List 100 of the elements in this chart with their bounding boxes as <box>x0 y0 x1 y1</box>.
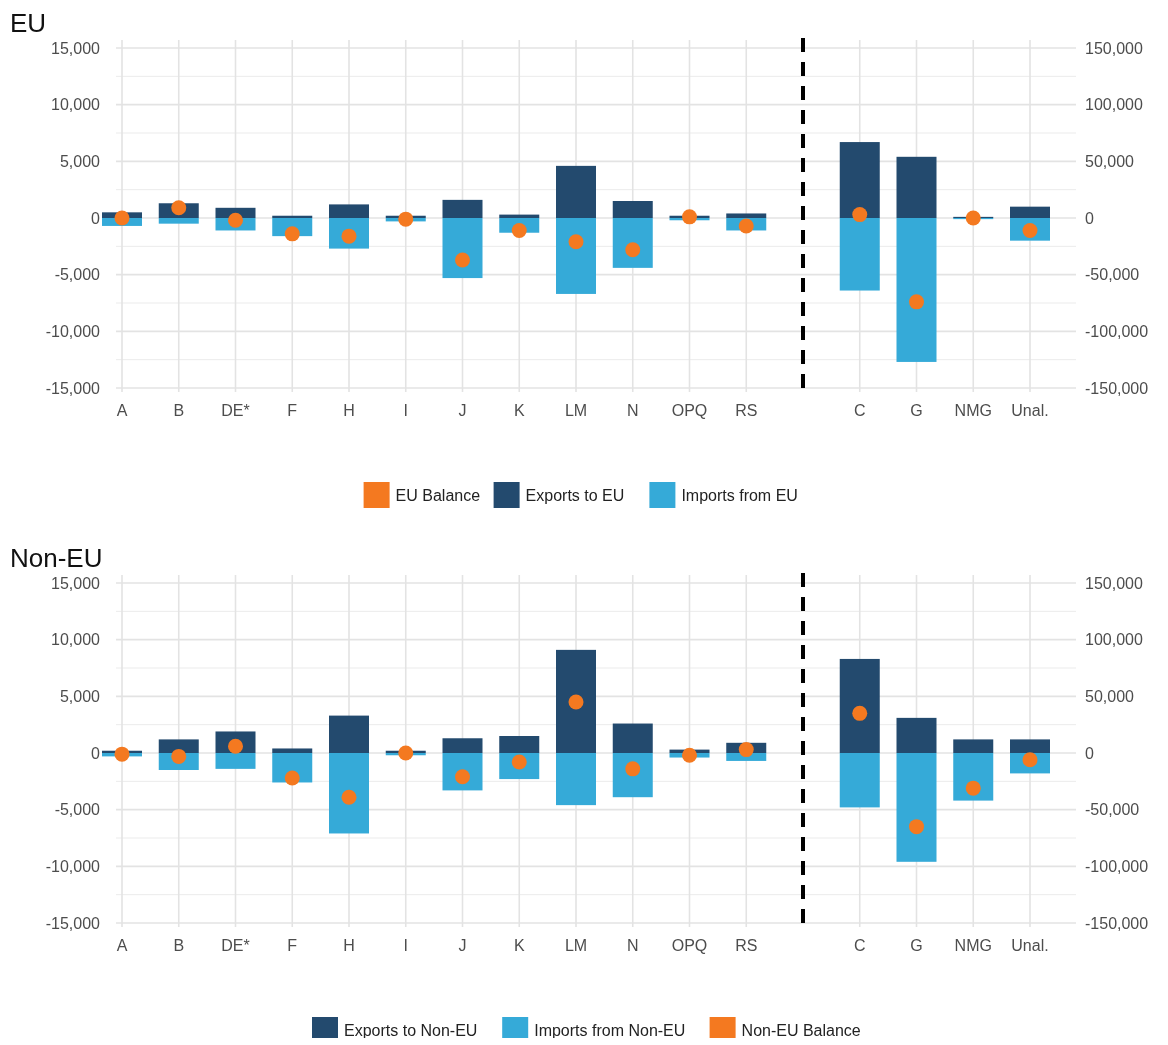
y2-tick-label: 150,000 <box>1085 574 1143 592</box>
x-tick-label: I <box>403 937 408 954</box>
bar <box>896 753 937 862</box>
bar <box>839 753 880 808</box>
bar <box>896 717 937 753</box>
bar <box>1010 739 1050 753</box>
bar <box>158 218 199 224</box>
y2-tick-label: 0 <box>1085 744 1094 762</box>
bar <box>215 753 256 769</box>
x-tick-label: K <box>513 402 525 419</box>
bar <box>329 753 369 834</box>
x-tick-label: N <box>626 937 639 954</box>
y-tick-label: -5,000 <box>54 266 101 284</box>
bar <box>953 753 994 801</box>
point <box>965 780 981 796</box>
bar <box>612 218 653 268</box>
point <box>455 252 470 268</box>
x-tick-label: J <box>458 937 467 954</box>
point <box>114 746 130 762</box>
bar <box>556 753 596 806</box>
bar <box>896 218 937 362</box>
bar <box>896 156 937 218</box>
x-tick-label: OPQ <box>671 402 708 419</box>
y-tick-label: 10,000 <box>51 96 101 114</box>
bar <box>499 736 540 753</box>
x-tick-label: F <box>287 937 298 954</box>
bar <box>612 201 653 218</box>
bar <box>839 658 880 753</box>
bar <box>272 748 313 753</box>
bar <box>839 218 880 291</box>
x-tick-label: N <box>626 402 639 419</box>
point <box>682 209 697 225</box>
y-tick-label: -10,000 <box>45 857 101 875</box>
x-tick-label: I <box>403 402 408 419</box>
bar <box>556 165 596 218</box>
y2-tick-label: -50,000 <box>1085 801 1140 819</box>
point <box>568 694 584 710</box>
point <box>852 207 868 223</box>
x-tick-label: B <box>173 937 185 954</box>
y2-tick-label: -100,000 <box>1085 322 1149 340</box>
point <box>909 294 924 310</box>
x-tick-label: RS <box>735 937 758 954</box>
y-tick-label: -15,000 <box>45 914 101 932</box>
x-tick-label: LM <box>564 402 588 419</box>
bar <box>442 199 483 218</box>
x-tick-label: G <box>910 937 923 954</box>
point <box>682 747 697 763</box>
y-tick-label: 10,000 <box>51 631 101 649</box>
y2-tick-label: 100,000 <box>1085 96 1143 114</box>
y2-tick-label: 50,000 <box>1085 152 1135 170</box>
y-tick-label: -15,000 <box>45 379 101 397</box>
legend-label: Non-EU Balance <box>741 1021 861 1039</box>
point <box>568 234 584 250</box>
legend-label: Exports to Non-EU <box>344 1021 478 1039</box>
point <box>965 210 981 226</box>
y2-tick-label: 100,000 <box>1085 631 1143 649</box>
y-tick-label: 0 <box>91 744 101 762</box>
y-tick-label: 15,000 <box>51 39 101 57</box>
point <box>341 789 357 805</box>
bar <box>442 738 483 753</box>
y-tick-label: 5,000 <box>59 152 101 170</box>
bar <box>1010 206 1050 218</box>
point <box>398 211 414 227</box>
x-tick-label: F <box>287 402 298 419</box>
bar <box>612 753 653 798</box>
point <box>398 745 414 761</box>
bar <box>612 723 653 753</box>
y-tick-label: -5,000 <box>54 801 101 819</box>
x-tick-label: NMG <box>954 402 992 419</box>
x-tick-label: DE* <box>221 937 250 954</box>
point <box>852 705 868 721</box>
y2-tick-label: -50,000 <box>1085 266 1140 284</box>
bar <box>726 213 767 218</box>
point <box>171 200 187 216</box>
x-tick-label: A <box>116 402 128 419</box>
bar <box>158 739 199 753</box>
legend-label: Exports to EU <box>525 486 625 504</box>
x-tick-label: B <box>173 402 185 419</box>
y2-tick-label: -100,000 <box>1085 857 1149 875</box>
x-tick-label: J <box>458 402 467 419</box>
x-tick-label: H <box>343 937 355 954</box>
bar <box>953 739 994 753</box>
bar <box>329 715 369 753</box>
y2-tick-label: 0 <box>1085 209 1094 227</box>
point <box>114 210 130 226</box>
chart-title: Non-EU <box>10 543 103 573</box>
legend-label: Imports from EU <box>681 486 798 504</box>
y2-tick-label: -150,000 <box>1085 914 1149 932</box>
bar <box>442 218 483 279</box>
point <box>738 218 754 234</box>
point <box>284 770 300 786</box>
x-tick-label: C <box>853 937 866 954</box>
legend-label: EU Balance <box>395 486 481 504</box>
x-tick-label: H <box>343 402 355 419</box>
bar <box>556 649 596 753</box>
point <box>738 742 754 758</box>
x-tick-label: C <box>853 402 866 419</box>
x-tick-label: RS <box>735 402 758 419</box>
y2-tick-label: -150,000 <box>1085 379 1149 397</box>
point <box>228 212 243 228</box>
